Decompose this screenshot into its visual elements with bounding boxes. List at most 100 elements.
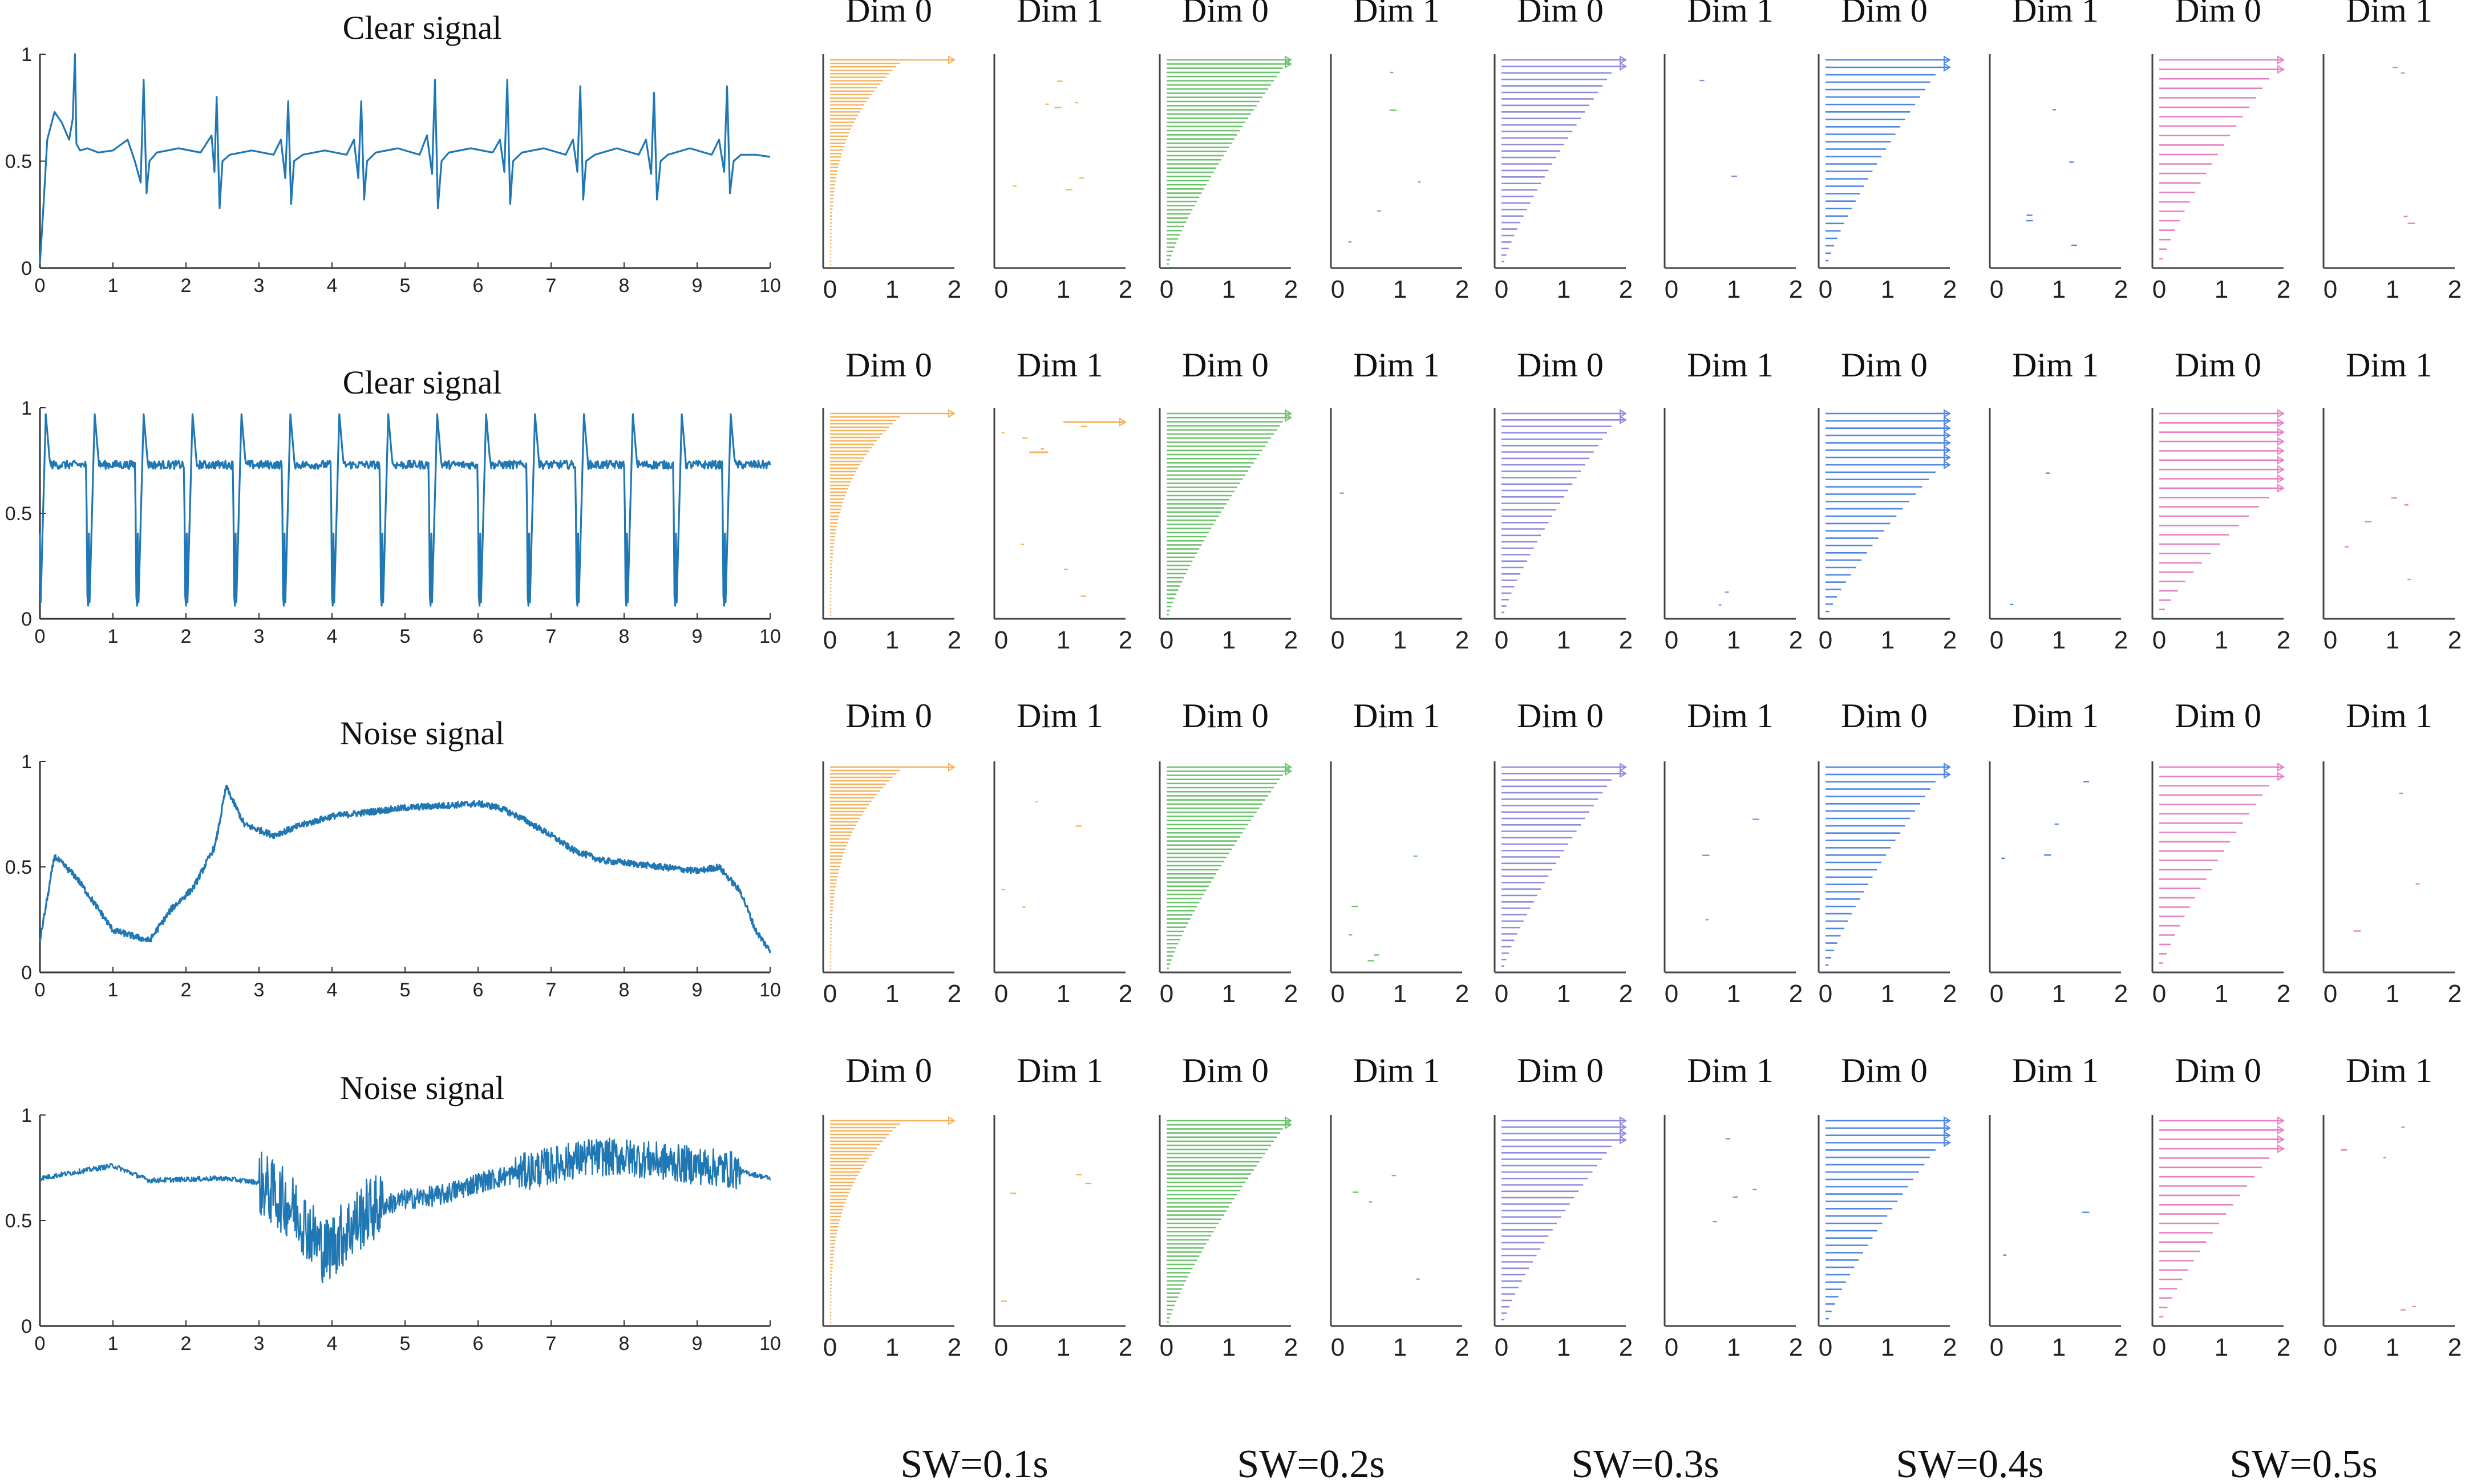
x-tick-label: 8 <box>619 275 630 297</box>
infinity-arrow <box>1119 417 1127 427</box>
x-tick-label: 1 <box>1393 980 1407 1008</box>
x-tick-label: 0 <box>823 275 837 303</box>
x-tick-label: 0 <box>994 980 1008 1008</box>
dim1-panel: Dim 1 0 1 2 <box>2322 1052 2462 1361</box>
x-tick-label: 2 <box>2114 1333 2128 1361</box>
x-tick-label: 4 <box>327 1333 338 1355</box>
x-tick-label: 1 <box>108 275 119 297</box>
x-tick-label: 0 <box>1160 275 1173 303</box>
x-tick-label: 2 <box>1789 980 1803 1008</box>
panel-title: Dim 1 <box>2012 697 2099 735</box>
x-tick-label: 0 <box>1819 275 1832 303</box>
x-tick-label: 2 <box>2448 626 2462 654</box>
x-tick-label: 6 <box>473 275 484 297</box>
x-tick-label: 2 <box>1619 980 1633 1008</box>
dim0-panel: Dim 0 0 1 2 <box>1818 697 1957 1008</box>
panel-title: Dim 0 <box>1182 1052 1269 1089</box>
infinity-arrow <box>2277 465 2285 474</box>
x-tick-label: 2 <box>1119 980 1132 1008</box>
y-tick-label: 0.5 <box>5 1210 32 1232</box>
infinity-arrow <box>1620 763 1627 772</box>
x-tick-label: 1 <box>2052 626 2066 654</box>
infinity-arrow <box>1944 763 1951 772</box>
panel-title: Dim 1 <box>2346 697 2432 735</box>
x-tick-label: 0 <box>994 1333 1008 1361</box>
x-tick-label: 5 <box>400 1333 411 1355</box>
infinity-arrow <box>1944 423 1951 433</box>
panel-title: Dim 1 <box>2012 1052 2099 1089</box>
dim0-panel: Dim 0 0 1 2 <box>822 0 961 303</box>
dim0-panel: Dim 0 0 1 2 <box>1493 0 1633 303</box>
x-tick-label: 0 <box>1331 1333 1345 1361</box>
signal-plot-1: 0 1 2 3 4 5 6 7 8 9 10 0 0.5 1 <box>5 44 781 297</box>
x-tick-label: 1 <box>2215 980 2228 1008</box>
x-tick-label: 2 <box>2277 980 2290 1008</box>
sliding-window-label: SW=0.3s <box>1571 1442 1719 1484</box>
x-tick-label: 2 <box>1789 1333 1803 1361</box>
x-tick-label: 0 <box>1495 980 1508 1008</box>
dim0-panel: Dim 0 0 1 2 <box>822 697 961 1008</box>
sliding-window-label: SW=0.2s <box>1237 1442 1385 1484</box>
infinity-arrow <box>1620 1135 1627 1145</box>
y-tick-label: 0.5 <box>5 857 32 878</box>
signal-plot-2: 0 1 2 3 4 5 6 7 8 9 10 0 0.5 1 <box>5 398 781 647</box>
signal-line <box>39 785 771 954</box>
x-tick-label: 1 <box>2052 1333 2066 1361</box>
dim0-panel: Dim 0 0 1 2 <box>1493 697 1633 1008</box>
y-tick-label: 0 <box>21 609 32 630</box>
infinity-arrow <box>1620 62 1627 71</box>
x-tick-label: 0 <box>1990 275 2003 303</box>
x-tick-label: 1 <box>2052 980 2066 1008</box>
x-tick-label: 1 <box>1222 275 1236 303</box>
dim1-panel: Dim 1 0 1 2 <box>1663 0 1803 303</box>
sliding-window-label: SW=0.1s <box>900 1442 1048 1484</box>
x-tick-label: 2 <box>181 1333 192 1355</box>
x-tick-label: 0 <box>1990 1333 2003 1361</box>
x-tick-label: 2 <box>1284 626 1298 654</box>
x-tick-label: 2 <box>1119 1333 1132 1361</box>
signal-title: Noise signal <box>340 1069 504 1106</box>
infinity-arrow <box>2277 409 2285 418</box>
dim1-panel: Dim 1 0 1 2 <box>993 346 1132 654</box>
x-tick-label: 1 <box>885 626 899 654</box>
x-tick-label: 2 <box>1619 626 1633 654</box>
infinity-arrow <box>2277 763 2285 772</box>
x-tick-label: 1 <box>2386 275 2399 303</box>
sliding-window-label: SW=0.4s <box>1896 1442 2043 1484</box>
dim0-panel: Dim 0 0 1 2 <box>1818 346 1957 654</box>
panel-title: Dim 0 <box>2175 0 2261 29</box>
x-tick-label: 8 <box>619 979 630 1001</box>
x-tick-label: 9 <box>692 979 703 1001</box>
x-tick-label: 1 <box>885 980 899 1008</box>
x-tick-label: 4 <box>327 626 338 647</box>
x-tick-label: 0 <box>2152 980 2166 1008</box>
x-tick-label: 3 <box>254 979 265 1001</box>
panel-title: Dim 0 <box>1841 1052 1928 1089</box>
x-tick-label: 2 <box>2277 1333 2290 1361</box>
panel-title: Dim 1 <box>1017 346 1103 384</box>
x-tick-label: 1 <box>1393 626 1407 654</box>
x-tick-label: 2 <box>1789 275 1803 303</box>
infinity-arrow <box>2277 1134 2285 1144</box>
x-tick-label: 2 <box>1455 980 1469 1008</box>
x-tick-label: 2 <box>948 980 961 1008</box>
infinity-arrow <box>948 409 956 418</box>
infinity-arrow <box>1620 1129 1627 1138</box>
panel-title: Dim 0 <box>845 346 932 384</box>
x-tick-label: 0 <box>2324 626 2337 654</box>
panel-title: Dim 1 <box>2012 0 2099 29</box>
x-tick-label: 2 <box>2114 980 2128 1008</box>
x-tick-label: 7 <box>546 979 557 1001</box>
infinity-arrow <box>1620 415 1627 425</box>
x-tick-label: 5 <box>400 626 411 647</box>
infinity-arrow <box>2277 484 2285 493</box>
x-tick-label: 2 <box>1943 275 1957 303</box>
x-tick-label: 2 <box>2448 1333 2462 1361</box>
y-tick-label: 0.5 <box>5 151 32 173</box>
infinity-arrow <box>2277 418 2285 428</box>
x-tick-label: 2 <box>1943 1333 1957 1361</box>
signal-title: Clear signal <box>343 364 502 401</box>
infinity-arrow <box>2277 1116 2285 1125</box>
x-tick-label: 0 <box>1495 275 1508 303</box>
panel-title: Dim 1 <box>1687 0 1774 29</box>
